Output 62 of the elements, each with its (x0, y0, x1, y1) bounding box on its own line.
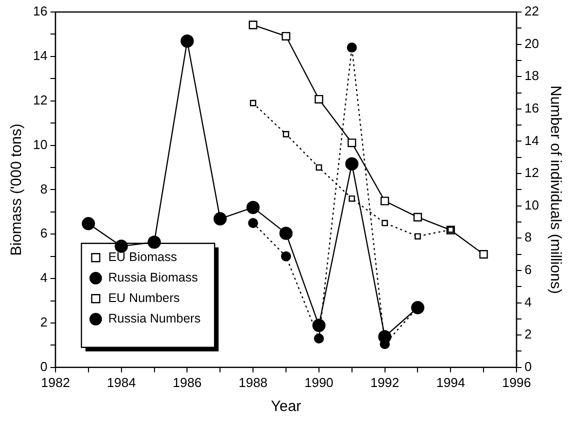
point (250, 100, 256, 106)
point (414, 233, 421, 240)
y2-tick-label: 4 (524, 294, 532, 310)
point (279, 226, 293, 240)
point (148, 236, 161, 249)
x-tick-label: 1994 (436, 374, 466, 390)
x-tick-label: 1990 (304, 374, 334, 390)
y2-tick-label: 22 (524, 4, 540, 19)
y2-tick-label: 8 (524, 230, 532, 245)
y-tick-label: 16 (32, 4, 48, 19)
y2-tick-label: 2 (524, 326, 532, 342)
y-tick-label: 6 (40, 226, 48, 241)
legend-label: EU Numbers (108, 291, 180, 306)
point (382, 220, 388, 226)
point (479, 250, 488, 259)
point (316, 164, 322, 171)
point (413, 212, 422, 222)
point (346, 42, 357, 53)
y-tick-label: 0 (40, 358, 48, 374)
point (380, 196, 390, 206)
point (282, 32, 290, 41)
point (345, 157, 358, 170)
y2-tick-label: 0 (524, 358, 532, 374)
legend-label: Russia Numbers (108, 312, 201, 326)
point (214, 212, 227, 226)
legend-label: EU Biomass (108, 250, 177, 264)
x-tick-label: 1986 (172, 374, 202, 390)
point (180, 34, 194, 48)
x-tick-label: 1992 (370, 374, 400, 390)
y-axis-title: Biomass ('000 tons) (8, 124, 26, 256)
y2-tick-label: 12 (524, 165, 540, 180)
y2-tick-label: 16 (524, 100, 540, 116)
y-tick-label: 12 (32, 92, 48, 108)
point (281, 251, 291, 262)
point (348, 195, 356, 202)
y-tick-label: 2 (40, 314, 48, 330)
point (246, 200, 260, 214)
y2-tick-label: 20 (524, 36, 540, 51)
x-tick-label: 1984 (106, 374, 136, 390)
y-tick-label: 14 (32, 48, 48, 64)
point (314, 334, 324, 344)
y2-tick-label: 6 (524, 262, 532, 278)
x-tick-label: 1996 (502, 374, 531, 390)
point (314, 94, 324, 104)
point (248, 218, 258, 228)
point (114, 240, 128, 253)
y-tick-label: 4 (40, 270, 48, 286)
point (312, 318, 326, 332)
y2-axis-title: Number of individuals (millions) (546, 85, 564, 294)
y2-tick-label: 18 (524, 68, 540, 84)
x-axis-title: Year (270, 398, 302, 416)
y-tick-label: 10 (32, 136, 48, 152)
y-tick-label: 8 (40, 181, 48, 196)
point (248, 20, 258, 30)
point (82, 217, 95, 230)
point (348, 138, 356, 148)
x-tick-label: 1988 (238, 374, 268, 390)
y2-tick-label: 14 (524, 132, 540, 148)
x-tick-label: 1982 (41, 374, 70, 390)
point (282, 131, 290, 138)
legend-label: Russia Biomass (108, 270, 198, 285)
y2-tick-label: 10 (524, 197, 540, 212)
